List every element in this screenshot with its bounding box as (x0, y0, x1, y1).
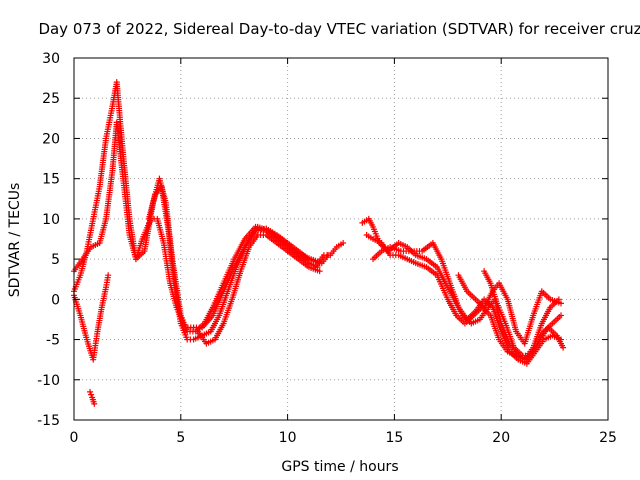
axis-ticks: 0 5 10 15 20 25 -15 -10 -5 0 5 10 15 20 25 30 (37, 51, 617, 446)
y-tick-label: -10 (37, 373, 60, 389)
x-tick-label: 0 (70, 430, 79, 446)
y-tick-label: -5 (46, 333, 60, 349)
grid (74, 58, 608, 420)
x-tick-label: 25 (599, 430, 617, 446)
y-tick-label: 20 (42, 131, 60, 147)
data-point (560, 344, 567, 351)
data-point (558, 300, 565, 307)
y-axis-label: SDTVAR / TECUs (7, 183, 23, 298)
data-point (105, 272, 112, 279)
data-point (558, 312, 565, 319)
y-tick-label: 15 (42, 172, 60, 188)
x-tick-label: 15 (385, 430, 403, 446)
y-tick-label: -15 (37, 413, 60, 429)
data-point (91, 400, 98, 407)
data-point (340, 240, 347, 247)
y-tick-label: 25 (42, 91, 60, 107)
x-tick-label: 20 (492, 430, 510, 446)
data-points (71, 79, 567, 407)
chart-title: Day 073 of 2022, Sidereal Day-to-day VTE… (38, 20, 640, 38)
plot-frame (73, 57, 609, 421)
x-tick-label: 5 (176, 430, 185, 446)
y-tick-label: 10 (42, 212, 60, 228)
y-tick-label: 30 (42, 51, 60, 67)
data-point (87, 388, 94, 395)
data-point (88, 391, 95, 398)
x-axis-label: GPS time / hours (281, 459, 398, 475)
x-tick-label: 10 (279, 430, 297, 446)
y-tick-label: 5 (51, 252, 60, 268)
data-point (316, 268, 323, 275)
y-tick-label: 0 (51, 292, 60, 308)
